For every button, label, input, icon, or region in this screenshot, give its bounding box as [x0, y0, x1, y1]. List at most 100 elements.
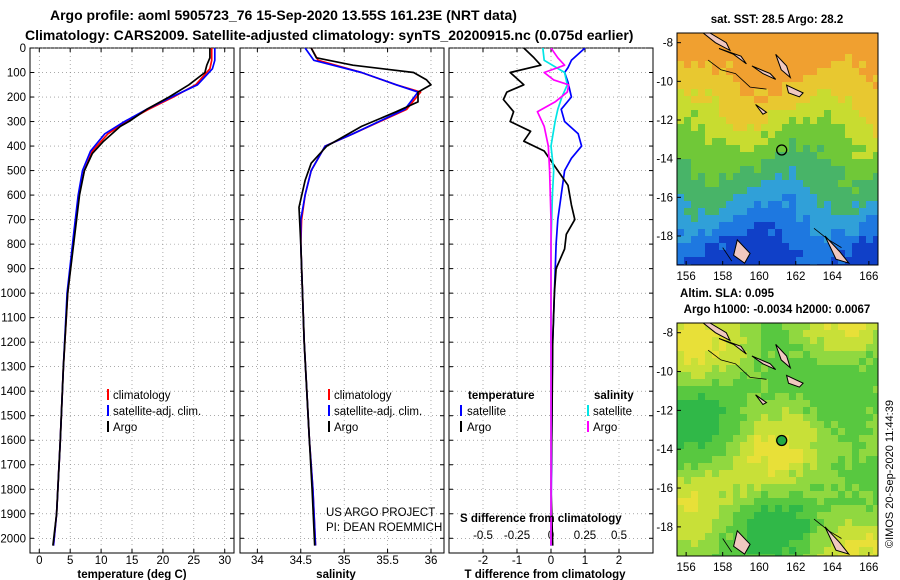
- field-cell: [726, 103, 734, 111]
- field-cell: [747, 498, 755, 506]
- field-cell: [747, 215, 755, 223]
- field-cell: [719, 365, 727, 373]
- field-cell: [705, 442, 713, 450]
- field-cell: [726, 547, 734, 555]
- field-cell: [740, 421, 748, 429]
- field-cell: [817, 330, 825, 338]
- field-cell: [691, 330, 699, 338]
- island-shape: [824, 235, 851, 265]
- s-tick-label: 0.5: [611, 530, 627, 542]
- field-cell: [726, 421, 734, 429]
- island-shape: [824, 526, 851, 556]
- field-cell: [873, 463, 878, 471]
- island-shape: [785, 374, 804, 388]
- field-cell: [733, 386, 741, 394]
- field-cell: [824, 103, 832, 111]
- field-cell: [705, 250, 713, 258]
- sla-map-coastlines: [702, 323, 851, 556]
- field-cell: [838, 554, 846, 556]
- field-cell: [810, 428, 818, 436]
- field-cell: [684, 540, 692, 548]
- field-cell: [873, 229, 878, 237]
- field-cell: [712, 96, 720, 104]
- field-cell: [873, 40, 878, 48]
- field-cell: [782, 414, 790, 422]
- field-cell: [796, 512, 804, 520]
- s-difference-axis-ticks: -0.5 -0.25 0 0.25 0.5: [473, 530, 627, 542]
- field-cell: [810, 449, 818, 457]
- field-cell: [782, 229, 790, 237]
- field-cell: [796, 484, 804, 492]
- field-cell: [838, 222, 846, 230]
- field-cell: [747, 512, 755, 520]
- field-cell: [866, 372, 874, 380]
- field-cell: [866, 54, 874, 62]
- field-cell: [782, 386, 790, 394]
- field-cell: [740, 194, 748, 202]
- lon-tick-label: 160: [750, 562, 769, 574]
- field-cell: [824, 365, 832, 373]
- field-cell: [768, 533, 776, 541]
- field-cell: [684, 68, 692, 76]
- field-cell: [789, 166, 797, 174]
- field-cell: [677, 131, 685, 139]
- field-cell: [803, 484, 811, 492]
- field-cell: [824, 152, 832, 160]
- field-cell: [866, 250, 874, 258]
- series-argo: [52, 48, 211, 546]
- field-cell: [761, 323, 769, 331]
- field-cell: [761, 222, 769, 230]
- field-cell: [726, 236, 734, 244]
- field-cell: [768, 131, 776, 139]
- field-cell: [796, 400, 804, 408]
- field-cell: [705, 75, 713, 83]
- depth-tick-label: 0: [20, 43, 26, 55]
- field-cell: [677, 547, 685, 555]
- field-cell: [698, 61, 706, 69]
- field-cell: [684, 470, 692, 478]
- field-cell: [726, 442, 734, 450]
- field-cell: [810, 393, 818, 401]
- field-cell: [852, 456, 860, 464]
- field-cell: [852, 365, 860, 373]
- field-cell: [866, 187, 874, 195]
- field-cell: [719, 386, 727, 394]
- field-cell: [859, 82, 867, 90]
- field-cell: [782, 257, 790, 265]
- field-cell: [712, 68, 720, 76]
- field-cell: [831, 166, 839, 174]
- field-cell: [740, 40, 748, 48]
- field-cell: [796, 236, 804, 244]
- field-cell: [747, 250, 755, 258]
- field-cell: [698, 208, 706, 216]
- field-cell: [768, 145, 776, 153]
- field-cell: [775, 187, 783, 195]
- field-cell: [810, 512, 818, 520]
- field-cell: [789, 386, 797, 394]
- field-cell: [845, 337, 853, 345]
- field-cell: [775, 75, 783, 83]
- field-cell: [768, 407, 776, 415]
- field-cell: [796, 68, 804, 76]
- field-cell: [698, 257, 706, 265]
- field-cell: [768, 89, 776, 97]
- field-cell: [775, 33, 783, 41]
- field-cell: [824, 257, 832, 265]
- field-cell: [691, 323, 699, 331]
- field-cell: [726, 372, 734, 380]
- field-cell: [719, 201, 727, 209]
- field-cell: [838, 540, 846, 548]
- field-cell: [747, 40, 755, 48]
- field-cell: [719, 145, 727, 153]
- field-cell: [775, 138, 783, 146]
- field-cell: [754, 379, 762, 387]
- field-cell: [768, 180, 776, 188]
- bathymetry-contour: [707, 349, 767, 380]
- field-cell: [852, 463, 860, 471]
- field-cell: [859, 358, 867, 366]
- field-cell: [789, 159, 797, 167]
- field-cell: [873, 428, 878, 436]
- field-cell: [726, 554, 734, 556]
- lat-tick-label: -10: [656, 367, 673, 379]
- field-cell: [782, 484, 790, 492]
